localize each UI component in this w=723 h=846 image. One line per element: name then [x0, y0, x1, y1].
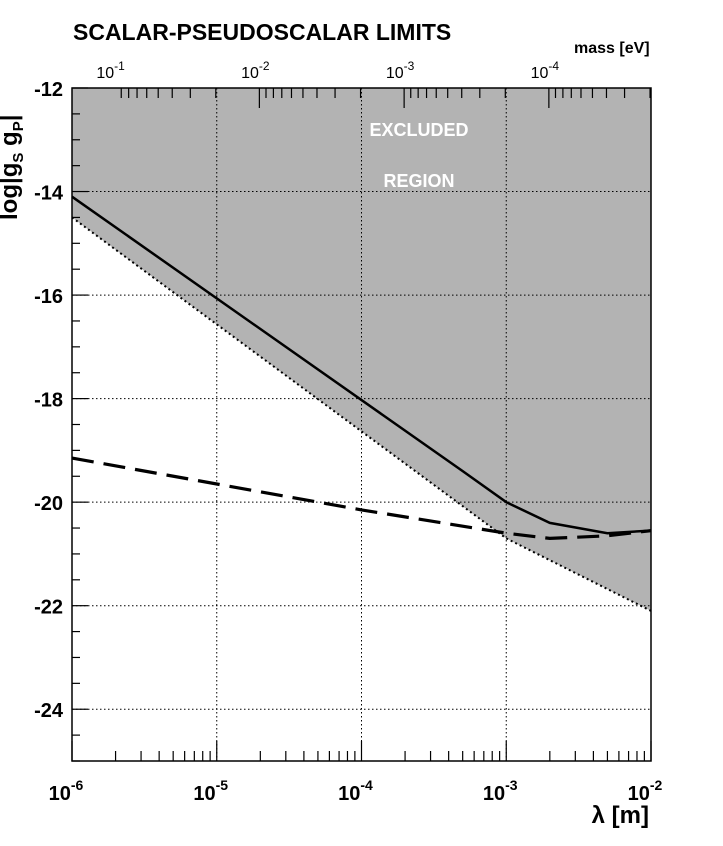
y-tick-label: -16 [34, 286, 63, 308]
series-line-solid [71, 195, 652, 535]
x-tick-label: 10-5 [193, 777, 228, 805]
x-axis-label: λ [m] [592, 802, 649, 829]
y-tick-label: -14 [34, 183, 64, 205]
y-tick-labels: -12 -14 -16 -18 -20 -22 -24 [34, 79, 64, 722]
x-tick-label: 10-3 [483, 777, 518, 805]
x-tick-label: 10-4 [338, 777, 373, 805]
y-tick-label: -12 [34, 79, 63, 101]
y-tick-label: -24 [34, 700, 64, 722]
y-tick-label: -18 [34, 390, 63, 412]
series-line-dotted [71, 216, 652, 612]
top-tick-label: 10-4 [531, 59, 560, 82]
x-tick-label: 10-6 [49, 777, 84, 805]
series-lines [71, 195, 652, 612]
plot-frame [71, 87, 652, 762]
top-tick-label: 10-1 [96, 59, 125, 82]
axis-ticks [71, 87, 652, 762]
chart-title: SCALAR-PSEUDOSCALAR LIMITS [73, 19, 451, 45]
x-tick-labels: 10-6 10-5 10-4 10-3 10-2 [49, 777, 663, 805]
top-tick-label: 10-3 [386, 59, 415, 82]
series-line-dashed [71, 456, 652, 541]
top-tick-label: 10-2 [241, 59, 270, 82]
annotation-region: REGION [383, 171, 454, 191]
annotation-excluded: EXCLUDED [369, 120, 468, 140]
y-tick-label: -22 [34, 597, 63, 619]
top-axis-label: mass [eV] [574, 40, 650, 57]
top-tick-labels: 10-1 10-2 10-3 10-4 [96, 59, 559, 82]
y-tick-label: -20 [34, 493, 63, 515]
x-tick-label: 10-2 [628, 777, 663, 805]
y-axis-label: log|gS gP| [0, 115, 27, 220]
